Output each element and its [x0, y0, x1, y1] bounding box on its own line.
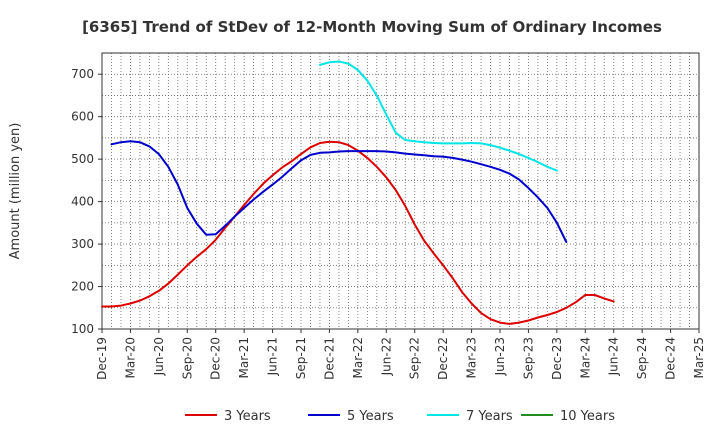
y-tick-label: 100 — [71, 322, 94, 336]
x-tick-label: Jun-23 — [493, 337, 507, 376]
series-line-7-years — [319, 60, 558, 172]
x-tick-label: Dec-23 — [550, 337, 564, 380]
legend: 3 Years 5 Years 7 Years 10 Years — [185, 409, 615, 424]
legend-label: 7 Years — [466, 409, 513, 424]
y-tick-label: 600 — [71, 110, 94, 124]
x-tick-label: Sep-23 — [521, 337, 535, 379]
x-tick-label: Dec-20 — [209, 337, 223, 380]
x-tick-label: Dec-24 — [664, 337, 678, 380]
x-tick-label: Mar-23 — [465, 337, 479, 378]
series-group — [101, 60, 615, 325]
x-tick-label: Mar-25 — [692, 337, 706, 378]
x-tick-label: Mar-21 — [237, 337, 251, 378]
x-tick-label: Sep-21 — [294, 337, 308, 379]
plot-border — [101, 52, 700, 330]
x-tick-label: Sep-24 — [635, 337, 649, 379]
series-line-5-years — [110, 140, 568, 243]
x-tick-label: Dec-19 — [95, 337, 109, 380]
x-tick-label: Jun-20 — [152, 337, 166, 376]
x-tick-label: Mar-24 — [578, 337, 592, 378]
legend-label: 5 Years — [347, 409, 394, 424]
x-tick-label: Sep-22 — [408, 337, 422, 379]
y-tick-label: 200 — [71, 280, 94, 294]
plot-area — [102, 53, 699, 329]
x-tick-label: Dec-21 — [322, 337, 336, 380]
chart-title: [6365] Trend of StDev of 12-Month Moving… — [82, 18, 662, 36]
x-tick-label: Mar-22 — [351, 337, 365, 378]
y-axis-label: Amount (million yen) — [8, 123, 23, 260]
legend-label: 3 Years — [224, 409, 271, 424]
y-axis: 100 200 300 400 500 600 700 — [71, 67, 102, 336]
y-tick-label: 500 — [71, 152, 94, 166]
x-tick-label: Sep-20 — [180, 337, 194, 379]
y-tick-label: 700 — [71, 67, 94, 81]
x-tick-label: Jun-24 — [607, 337, 621, 376]
x-tick-label: Jun-22 — [379, 337, 393, 376]
x-tick-label: Dec-22 — [436, 337, 450, 380]
legend-label: 10 Years — [560, 409, 615, 424]
y-tick-label: 400 — [71, 195, 94, 209]
x-axis: Dec-19 Mar-20 Jun-20 Sep-20 Dec-20 Mar-21 Jun-… — [95, 329, 706, 380]
x-tick-label: Jun-21 — [266, 337, 280, 376]
y-tick-label: 300 — [71, 237, 94, 251]
x-tick-label: Mar-20 — [123, 337, 137, 378]
